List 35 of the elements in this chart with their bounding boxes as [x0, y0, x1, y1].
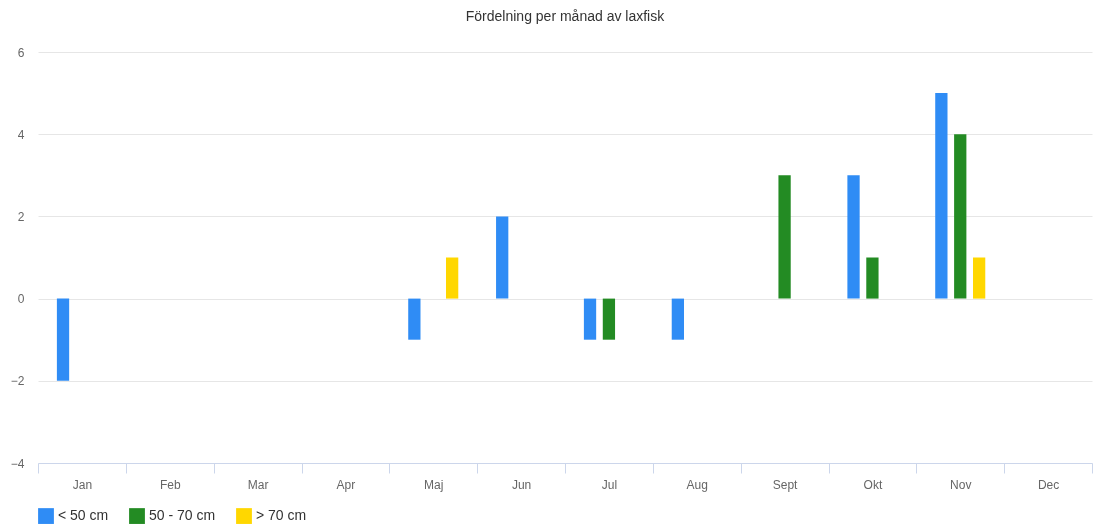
bar [671, 298, 684, 340]
bar [847, 175, 860, 299]
y-tick-label: 6 [17, 45, 25, 60]
x-tick-label: Apr [336, 477, 356, 492]
bar [602, 298, 616, 340]
bar [446, 257, 459, 299]
y-tick-label: −4 [10, 456, 25, 471]
legend-label: 50 - 70 cm [149, 507, 216, 524]
x-tick-label: Mar [247, 477, 269, 492]
legend-label: < 50 cm [58, 507, 109, 524]
x-tick-label: Jun [511, 477, 532, 492]
x-tick-label: Sept [772, 477, 799, 492]
bar [954, 134, 967, 299]
chart-title: Fördelning per månad av laxfisk [465, 8, 666, 24]
bar [408, 298, 421, 340]
x-tick-label: Aug [686, 477, 708, 492]
x-tick-label: Jan [72, 477, 93, 492]
x-tick-label: Maj [424, 477, 444, 492]
bar [583, 298, 597, 340]
y-tick-label: 4 [17, 127, 25, 142]
bar [866, 257, 879, 299]
bar [56, 298, 70, 381]
legend-label: > 70 cm [256, 507, 307, 524]
bar [935, 93, 948, 299]
y-tick-label: 0 [17, 292, 25, 307]
bar [778, 175, 791, 299]
bar [973, 257, 986, 299]
x-tick-label: Nov [950, 477, 972, 492]
x-tick-label: Okt [863, 477, 883, 492]
y-tick-label: −2 [10, 374, 25, 389]
bar [496, 216, 509, 299]
x-tick-label: Feb [159, 477, 181, 492]
x-tick-label: Dec [1037, 477, 1060, 492]
y-tick-label: 2 [17, 209, 25, 224]
x-tick-label: Jul [601, 477, 618, 492]
